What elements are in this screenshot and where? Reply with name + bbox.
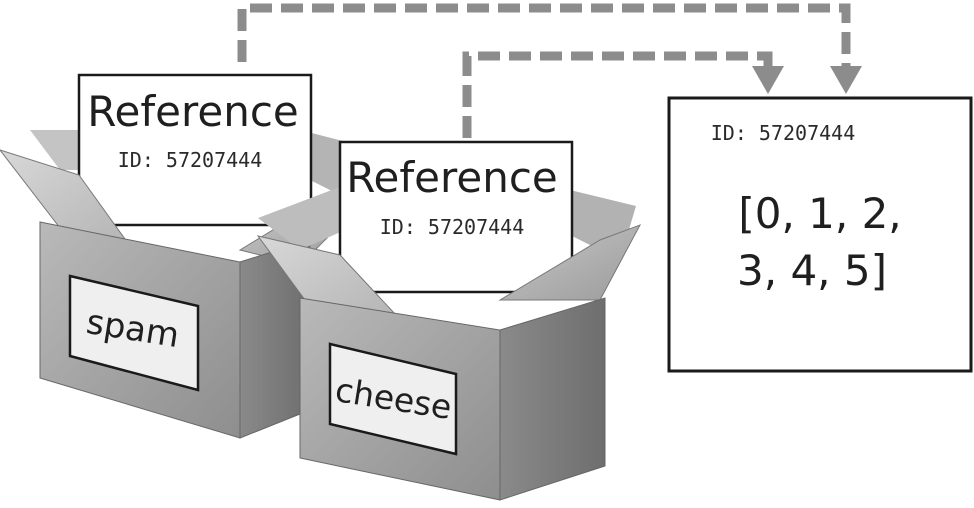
box-spam-label-plate — [68, 274, 200, 392]
reference-card-cheese: Reference ID: 57207444 — [338, 140, 574, 294]
box-cheese: Reference ID: 57207444 cheese — [256, 140, 642, 501]
box-cheese-side — [499, 297, 606, 501]
reference-card-spam-title: Reference — [87, 87, 299, 136]
reference-card-cheese-title: Reference — [346, 153, 558, 202]
memory-object-value-line2: 3, 4, 5] — [737, 246, 887, 295]
reference-card-cheese-id: ID: 57207444 — [380, 215, 525, 239]
arrow-cheese-to-object — [462, 51, 784, 138]
arrow-head-cheese — [752, 66, 784, 94]
memory-object-box — [667, 96, 973, 373]
reference-card-spam: Reference ID: 57207444 — [77, 73, 313, 227]
box-spam-label: spam — [68, 274, 200, 392]
memory-object-id: ID: 57207444 — [711, 121, 856, 145]
box-cheese-label: cheese — [328, 342, 458, 456]
box-spam: Reference ID: 57207444 spam — [0, 73, 370, 439]
reference-card-spam-id: ID: 57207444 — [118, 148, 263, 172]
memory-object-value-line1: [0, 1, 2, — [738, 189, 901, 238]
box-cheese-label-plate — [328, 342, 458, 456]
reference-card-spam-paper — [77, 73, 313, 227]
arrow-spam-to-object — [237, 3, 862, 94]
box-cheese-flap-right — [498, 224, 642, 301]
memory-object: ID: 57207444 [0, 1, 2, 3, 4, 5] — [667, 96, 973, 373]
arrow-head-spam — [830, 66, 862, 94]
reference-card-cheese-paper — [338, 140, 574, 294]
box-cheese-back-flap — [258, 185, 345, 250]
